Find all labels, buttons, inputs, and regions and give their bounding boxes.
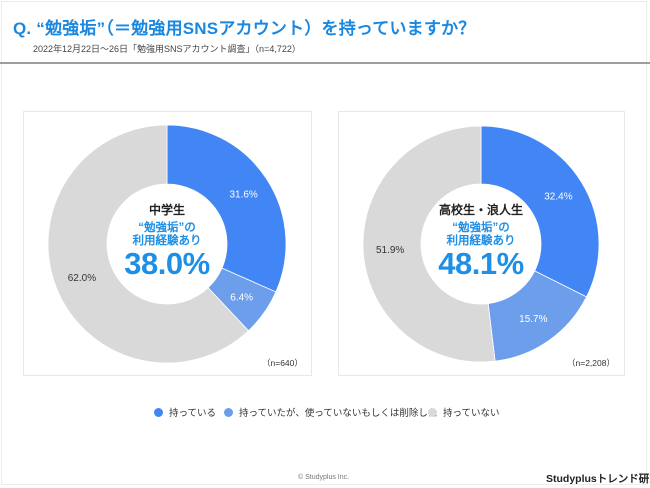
slice-label-high-school-2: 51.9% xyxy=(376,245,404,256)
donut-hole-high-school xyxy=(421,184,541,304)
header-divider xyxy=(0,62,650,64)
center-caption-line-2: 利用経験あり xyxy=(446,235,516,247)
legend-item-had-deleted: 持っていたが、使っていないもしくは削除した xyxy=(224,405,437,419)
slice-label-junior-high-2: 62.0% xyxy=(68,273,96,284)
center-caption-line-1: “勉強垢”の xyxy=(452,222,510,234)
legend: 持っている 持っていたが、使っていないもしくは削除した 持っていない xyxy=(0,405,650,421)
center-block-high-school: 高校生・浪人生 “勉強垢”の 利用経験あり 48.1% xyxy=(416,203,546,280)
brand-logo-text: Studyplusトレンド研究所 xyxy=(546,473,650,485)
segment-title: 高校生・浪人生 xyxy=(438,203,523,217)
question-title: Q. “勉強垢”（＝勉強用SNSアカウント）を持っていますか？ xyxy=(13,19,476,38)
center-value: 48.1% xyxy=(438,246,524,281)
center-caption-line-2: 利用経験あり xyxy=(132,235,202,247)
center-caption-line-1: “勉強垢”の xyxy=(138,222,196,234)
legend-label: 持っていたが、使っていないもしくは削除した xyxy=(239,408,438,419)
legend-label: 持っている xyxy=(169,408,217,419)
slice-label-junior-high-0: 31.6% xyxy=(229,190,257,201)
legend-dot-icon xyxy=(428,407,437,417)
legend-item-has: 持っている xyxy=(154,405,216,419)
legend-item-never: 持っていない xyxy=(428,405,500,419)
slice-label-high-school-0: 32.4% xyxy=(544,192,572,203)
survey-subtitle: 2022年12月22日～26日「勉強用SNSアカウント調査」（n=4,722） xyxy=(33,44,301,54)
slice-label-junior-high-1: 6.4% xyxy=(230,292,253,303)
donut-hole-junior-high xyxy=(107,184,227,304)
legend-dot-icon xyxy=(224,407,233,417)
slice-label-high-school-1: 15.7% xyxy=(519,314,547,325)
center-value: 38.0% xyxy=(124,246,210,281)
legend-label: 持っていない xyxy=(443,408,500,419)
copyright: © Studyplus Inc. xyxy=(298,474,350,481)
center-block-junior-high: 中学生 “勉強垢”の 利用経験あり 38.0% xyxy=(102,203,232,280)
legend-dot-icon xyxy=(154,407,163,417)
sample-size-label: （n=640） xyxy=(262,358,303,368)
sample-size-label: （n=2,208） xyxy=(567,358,615,368)
segment-title: 中学生 xyxy=(148,203,185,217)
